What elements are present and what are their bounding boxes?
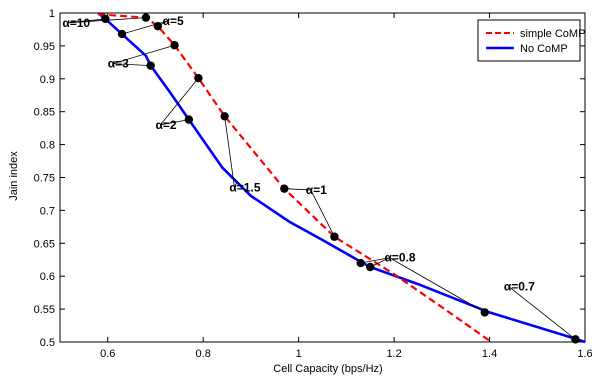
y-tick-label: 0.5 [40,337,55,349]
x-tick-label: 1 [296,348,302,360]
data-marker [141,13,151,22]
y-tick-label: 0.8 [40,140,55,152]
y-tick-label: 0.6 [40,271,55,283]
annotation-connector [160,119,189,126]
legend: simple CoMP No CoMP [477,19,585,62]
series-line-no-comp [97,12,586,344]
data-marker [330,232,339,241]
x-tick-label: 0.8 [196,348,211,360]
axis-labels: Cell Capacity (bps/Hz) Jain index [8,151,383,375]
y-tick-label: 0.65 [34,238,55,250]
annotation-label: α=0.8 [385,251,416,265]
annotation-connector [508,286,576,340]
y-tick-label: 0.55 [34,304,55,316]
annotation-connector [310,189,335,237]
data-marker [117,29,127,39]
data-marker [356,258,365,268]
data-marker [571,335,580,344]
annotation-connector [389,257,485,313]
data-marker [184,115,194,124]
axes: 0.6 0.8 1 1.2 1.4 1.6 0.5 0.55 0.6 0.65 0.7 0.75 0.8… [34,8,593,360]
y-tick-label: 0.85 [34,107,55,119]
annotation-connector [160,77,199,126]
y-tick-label: 0.7 [40,205,55,217]
data-marker [480,308,489,317]
y-tick-label: 0.95 [34,41,55,53]
data-marker [220,112,229,121]
data-marker [101,14,110,24]
annotation-label: α=1.5 [229,180,260,194]
annotation-label: α=10 [62,16,90,30]
x-axis-label: Cell Capacity (bps/Hz) [273,363,382,375]
y-axis-label: Jain index [8,151,20,201]
annotation-label: α=5 [163,14,184,28]
annotation-label: α=1 [306,183,327,197]
annotation-connector [112,63,151,67]
annotation-connector [224,116,235,188]
annotation-connector [360,257,390,264]
data-marker [194,73,203,83]
annotation-connector [234,180,238,188]
series-line-simple-comp [98,13,491,342]
annotation-label: α=3 [108,57,129,71]
y-tick-label: 0.9 [40,74,55,86]
x-tick-label: 0.6 [100,348,115,360]
data-marker [170,41,179,50]
y-tick-label: 0.75 [34,173,55,185]
data-marker [366,262,375,272]
annotation-connector [284,188,311,191]
x-tick-label: 1.2 [386,348,401,360]
markers [101,13,580,344]
annotation-connector [112,44,175,64]
y-tick-label: 1 [49,8,55,20]
data-marker [280,184,289,193]
annotation-label: α=2 [155,118,176,132]
annotation-label: α=0.7 [504,280,535,294]
legend-label-no-comp: No CoMP [520,43,568,55]
series-lines [97,12,586,344]
x-tick-label: 1.4 [482,348,497,360]
legend-label-simple-comp: simple CoMP [520,28,585,40]
x-tick-label: 1.6 [577,348,592,360]
legend-box [477,19,581,62]
data-marker [153,21,163,31]
data-marker [146,61,155,70]
annotations: α=10 α=5 α=3 α=2 α=1.5 α=1 α=0.8 α=0.7 [62,14,535,294]
annotation-connectors [67,17,576,340]
